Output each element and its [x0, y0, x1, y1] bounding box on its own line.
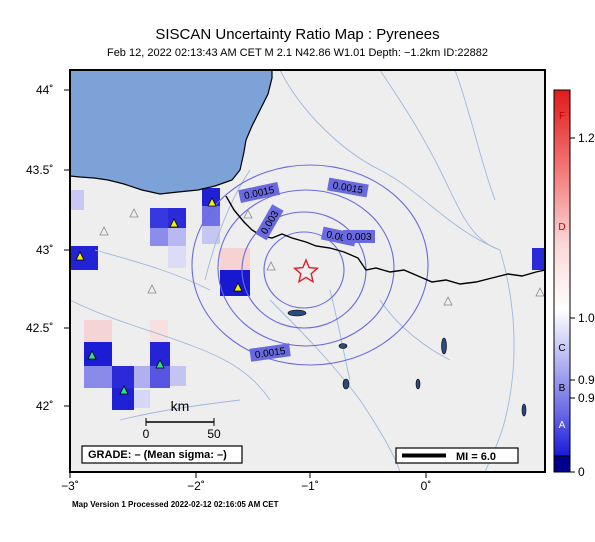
colorbar-grade: A — [559, 420, 566, 431]
colorbar-value: 1.2 — [578, 131, 595, 145]
colorbar-grade: C — [558, 343, 565, 354]
stations — [75, 197, 545, 395]
lat-tick-label: 44˚ — [36, 83, 53, 97]
lon-tick-label: −2˚ — [187, 479, 205, 493]
grade-box — [81, 445, 243, 464]
lat-tick-label: 43˚ — [36, 243, 53, 257]
contour-label: 0.0015 — [332, 180, 364, 196]
scale-unit: km — [171, 398, 190, 414]
lon-tick-label: 0˚ — [421, 479, 432, 493]
scale-label: 50 — [207, 427, 221, 441]
lakes — [287, 309, 527, 417]
rivers — [70, 70, 515, 472]
contour-label: 0.0015 — [254, 346, 286, 361]
contour-label: 0.003 — [346, 232, 371, 243]
lat-tick-label: 43.5˚ — [26, 163, 53, 177]
lat-tick-label: 42.5˚ — [26, 321, 53, 335]
mi-legend — [395, 447, 519, 464]
map-frame — [69, 69, 546, 473]
colorbar-value: 1.0 — [578, 311, 595, 325]
colorbar-grade: D — [558, 222, 565, 233]
processed-footer: Map Version 1 Processed 2022-02-12 02:16… — [72, 500, 279, 509]
contour-label-group: 0.0015 0.0015 0.003 0.003 0.003 0.0015 — [238, 177, 375, 362]
colorbar: F D C B A 1.2 1.0 0.9 0.9 0 — [553, 89, 595, 479]
colorbar-grade: F — [559, 111, 565, 122]
mi-legend-label: MI = 6.0 — [456, 451, 496, 463]
axis-ticks — [64, 89, 427, 478]
coastline — [70, 70, 273, 195]
scale-label: 0 — [143, 427, 150, 441]
lon-tick-label: −1˚ — [301, 479, 319, 493]
lat-tick-label: 42˚ — [36, 399, 53, 413]
colorbar-grade: B — [559, 383, 566, 394]
lon-tick-label: −3˚ — [61, 479, 79, 493]
scale-bar: km 0 50 — [143, 398, 221, 441]
grade-text: GRADE: – (Mean sigma: –) — [88, 449, 227, 461]
colorbar-value: 0 — [578, 465, 585, 479]
map-title: SISCAN Uncertainty Ratio Map : Pyrenees — [155, 26, 440, 43]
epicenter-star — [292, 258, 320, 284]
colorbar-value: 0.9 — [578, 373, 595, 387]
map-subtitle: Feb 12, 2022 02:13:43 AM CET M 2.1 N42.8… — [106, 47, 489, 59]
colorbar-value: 0.9 — [578, 391, 595, 405]
sea-area — [70, 70, 272, 194]
